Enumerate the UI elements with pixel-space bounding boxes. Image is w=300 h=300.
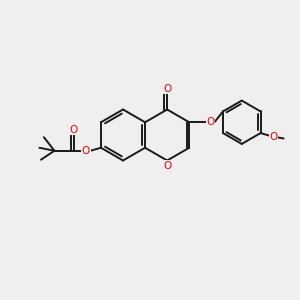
Text: O: O bbox=[70, 125, 78, 135]
Text: O: O bbox=[163, 161, 171, 171]
Text: O: O bbox=[269, 132, 278, 142]
Text: O: O bbox=[207, 117, 215, 127]
Text: O: O bbox=[82, 146, 90, 156]
Text: O: O bbox=[163, 83, 171, 94]
